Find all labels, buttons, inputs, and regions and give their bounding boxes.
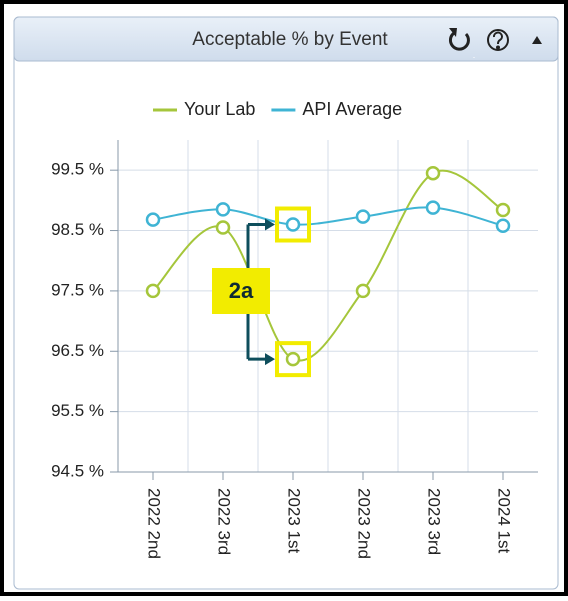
data-point [425, 200, 441, 215]
y-tick-label: 99.5 % [51, 160, 104, 179]
refresh-icon[interactable] [449, 28, 470, 51]
x-tick-label: 2024 1st [495, 488, 514, 553]
x-tick-label: 2023 2nd [355, 488, 374, 559]
annotation-box [212, 268, 270, 314]
x-tick-label: 2022 2nd [145, 488, 164, 559]
help-circle [487, 29, 509, 51]
x-tick-label: 2023 3rd [425, 488, 444, 555]
y-tick-label: 95.5 % [51, 401, 104, 420]
collapse-icon[interactable] [532, 36, 542, 44]
help-mark [493, 31, 503, 45]
highlight-box [275, 206, 311, 243]
panel-header [13, 16, 559, 62]
y-tick-label: 97.5 % [51, 280, 104, 299]
panel-title: Acceptable % by Event [192, 29, 388, 50]
data-point [355, 209, 371, 224]
arrow-head [265, 353, 275, 366]
data-point [425, 165, 441, 181]
help-dot [496, 45, 500, 50]
data-point [355, 283, 371, 299]
data-point [495, 202, 511, 218]
y-tick-label: 96.5 % [51, 341, 104, 360]
y-tick-label: 98.5 % [51, 220, 104, 239]
x-tick-label: 2022 3rd [215, 488, 234, 555]
refresh-arrow [449, 28, 457, 37]
help-icon[interactable] [487, 29, 509, 51]
arrow-head [265, 218, 275, 231]
highlight-box [275, 341, 311, 378]
legend-label: API Average [302, 99, 402, 119]
x-tick-label: 2023 1st [285, 488, 304, 553]
annotation-label: 2a [229, 278, 254, 303]
data-point [145, 212, 161, 227]
y-tick-label: 94.5 % [51, 461, 104, 480]
data-point [215, 202, 231, 217]
data-point [215, 220, 231, 235]
refresh-arc [449, 31, 470, 51]
legend-label: Your Lab [184, 99, 255, 119]
data-point [285, 217, 301, 232]
data-point [495, 218, 511, 233]
data-point [145, 283, 161, 299]
data-point [285, 351, 301, 367]
